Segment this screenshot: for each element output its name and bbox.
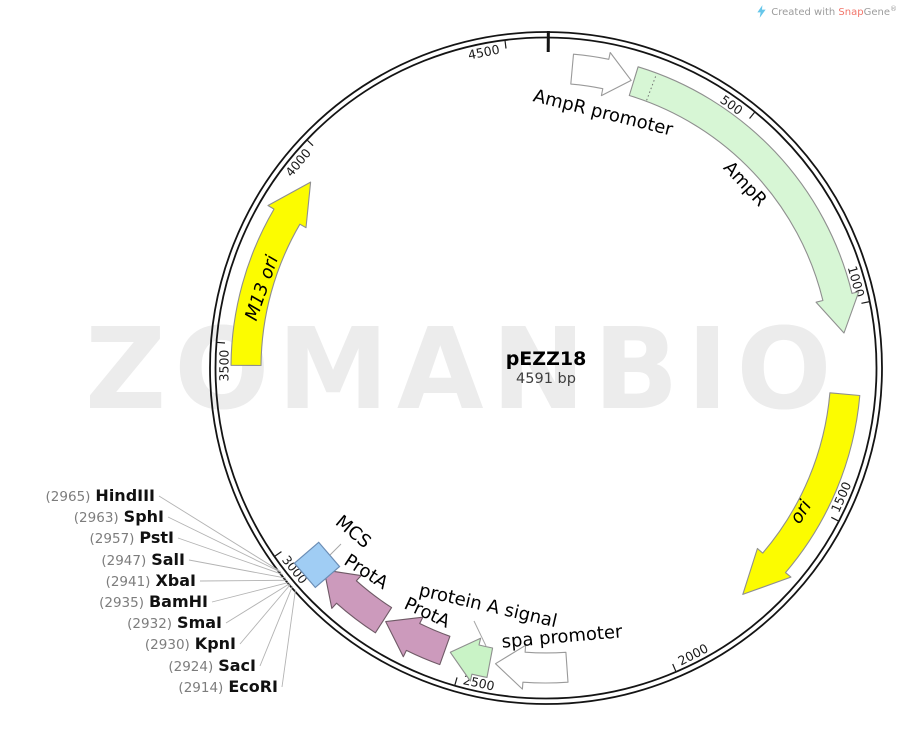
enzyme-position: (2935)	[99, 595, 144, 611]
enzyme-row-bamhi[interactable]: (2935) BamHI	[99, 592, 208, 613]
feature-ori[interactable]	[742, 392, 861, 595]
credit-text: Created with SnapGene®	[771, 5, 897, 18]
feature-ampr[interactable]	[628, 66, 860, 334]
enzyme-position: (2965)	[45, 489, 91, 505]
enzyme-row-hindiii[interactable]: (2965) HindIII	[46, 486, 155, 507]
enzyme-row-sali[interactable]: (2947) SalI	[101, 550, 185, 571]
enzyme-name[interactable]: SmaI	[177, 613, 222, 632]
plasmid-length: 4591 bp	[516, 371, 576, 387]
feature-prota-2[interactable]	[385, 616, 451, 666]
feature-divider-ampr	[646, 73, 657, 101]
tick-1000	[861, 300, 871, 304]
snapgene-credit: Created with SnapGene®	[756, 5, 897, 18]
enzyme-name[interactable]: SacI	[218, 656, 256, 675]
enzyme-position: (2914)	[178, 680, 224, 696]
enzyme-row-kpni[interactable]: (2930) KpnI	[145, 634, 236, 655]
enzyme-row-xbai[interactable]: (2941) XbaI	[106, 571, 196, 592]
enzyme-position: (2963)	[73, 510, 119, 526]
tick-label-4500: 4500	[467, 42, 501, 63]
fan-line-smai	[225, 583, 291, 624]
enzyme-name[interactable]: XbaI	[155, 571, 196, 590]
enzyme-name[interactable]: SphI	[123, 507, 164, 526]
tick-500	[749, 111, 756, 119]
tick-1500	[831, 516, 840, 522]
fan-line-sali	[188, 559, 286, 579]
plasmid-title-block: pEZZ18 4591 bp	[506, 348, 587, 387]
enzyme-name[interactable]: HindIII	[95, 486, 155, 505]
enzyme-row-saci[interactable]: (2924) SacI	[168, 656, 256, 677]
feature-mcs[interactable]	[293, 541, 341, 589]
fan-line-saci	[259, 586, 293, 667]
credit-prefix: Created with	[771, 7, 839, 18]
feature-spa-promoter[interactable]	[494, 644, 569, 690]
enzyme-name[interactable]: EcoRI	[228, 677, 278, 696]
feature-prota-1[interactable]	[323, 569, 393, 634]
credit-brand-accent: Snap	[838, 7, 864, 18]
fan-line-psti	[177, 537, 284, 575]
feature-label-spa-promoter[interactable]: spa promoter	[501, 621, 624, 653]
enzyme-position: (2930)	[144, 637, 190, 653]
enzyme-row-smai[interactable]: (2932) SmaI	[127, 613, 222, 634]
credit-registered: ®	[890, 5, 897, 13]
tick-label-3500: 3500	[216, 349, 231, 381]
fan-line-kpni	[239, 583, 292, 645]
fan-line-bamhi	[211, 581, 290, 603]
feature-label-mcs[interactable]: MCS	[331, 511, 375, 552]
feature-ampr-promoter[interactable]	[570, 51, 632, 97]
fan-line-xbai	[199, 579, 288, 582]
tick-3500	[215, 341, 226, 344]
enzyme-position: (2957)	[89, 531, 135, 547]
enzyme-position: (2941)	[105, 574, 151, 590]
snapgene-logo-icon	[757, 5, 766, 18]
enzyme-name[interactable]: KpnI	[194, 634, 236, 653]
backbone-inner-ring	[214, 36, 878, 700]
fan-line-sphi	[167, 516, 282, 573]
enzyme-row-psti[interactable]: (2957) PstI	[90, 528, 174, 549]
enzyme-position: (2924)	[168, 659, 214, 675]
tick-2000	[672, 663, 677, 673]
leader-line-protein-a-signal	[473, 620, 487, 647]
feature-m13-ori[interactable]	[230, 181, 312, 367]
enzyme-position: (2947)	[101, 553, 147, 569]
tick-2500	[453, 677, 458, 687]
tick-4500	[504, 39, 507, 49]
enzyme-row-sphi[interactable]: (2963) SphI	[74, 507, 164, 528]
feature-protein-a-signal[interactable]	[449, 637, 494, 682]
plasmid-title: pEZZ18	[505, 348, 587, 370]
enzyme-row-ecori[interactable]: (2914) EcoRI	[178, 677, 278, 698]
fan-line-hindiii	[158, 495, 281, 573]
enzyme-position: (2932)	[127, 616, 173, 632]
credit-brand-rest: Gene	[863, 7, 890, 18]
enzyme-name[interactable]: SalI	[151, 550, 185, 569]
enzyme-name[interactable]: PstI	[139, 528, 174, 547]
enzyme-name[interactable]: BamHI	[148, 592, 208, 611]
tick-4000	[306, 139, 314, 147]
tick-3000	[273, 551, 282, 558]
fan-line-ecori	[281, 589, 296, 688]
backbone-outer-ring	[209, 31, 883, 705]
